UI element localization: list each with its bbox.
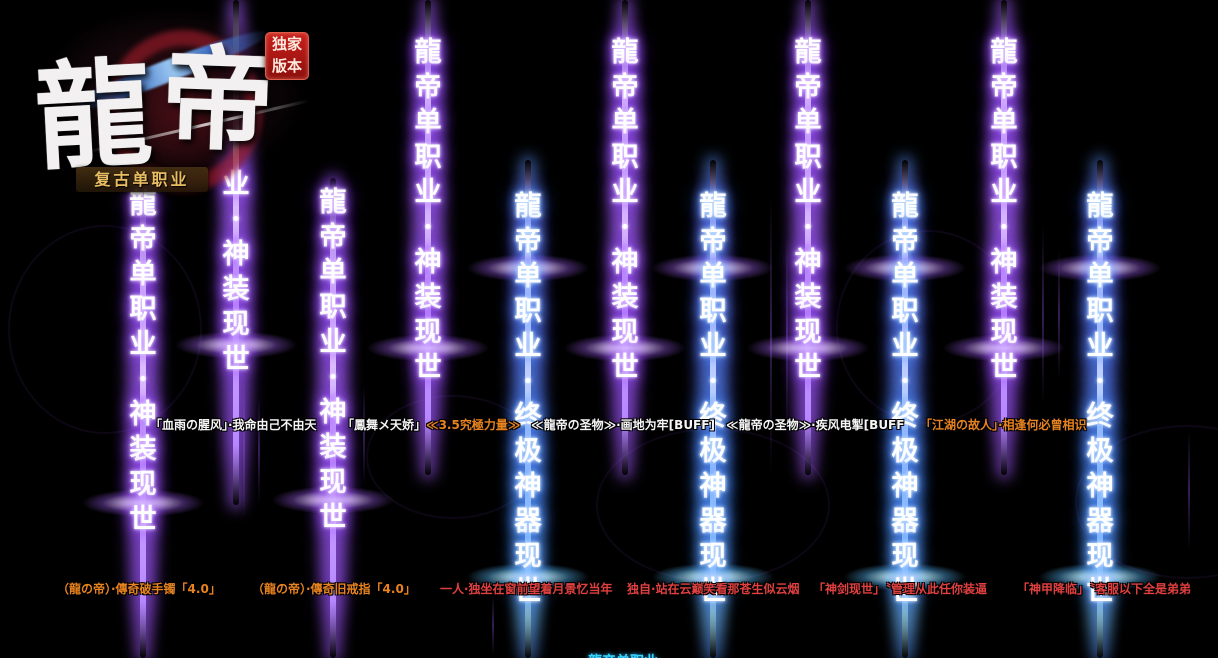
floating-chat-text: 「神甲降临」〝客服以下全是弟弟 bbox=[1017, 582, 1192, 596]
game-logo: 龍 帝 独家 版本 复古单职业 bbox=[6, 0, 336, 208]
logo-subtitle: 复古单职业 bbox=[76, 167, 208, 192]
beam-core bbox=[330, 178, 336, 658]
beam-vertical-text: 龍帝单职业 · 终极神器现世 bbox=[514, 191, 542, 607]
beam-vertical-text: 龍帝单职业 · 终极神器现世 bbox=[891, 191, 919, 607]
badge-line-1: 独家 bbox=[271, 35, 302, 53]
beam-core bbox=[525, 160, 531, 658]
beam-core bbox=[902, 160, 908, 658]
floating-chat-text: （龍の帝）·傳奇破手镯「4.0」 bbox=[57, 582, 221, 596]
beam-vertical-text: 龍帝单职业 · 终极神器现世 bbox=[699, 191, 727, 607]
beam-vertical-text: 龍帝单职业·神装现世 bbox=[611, 37, 639, 383]
floating-chat-text: 「鳳舞メ天娇」 bbox=[342, 418, 427, 432]
light-streak bbox=[1188, 430, 1190, 550]
floating-chat-text: 「血雨の腥风」·我命由己不由天 bbox=[150, 418, 317, 432]
floating-chat-text: 「江湖の故人」·相逢何必曾相识 bbox=[920, 418, 1087, 432]
beam-core bbox=[805, 0, 811, 475]
light-streak bbox=[258, 395, 260, 505]
floating-chat-text: ≪3.5究極力量≫ bbox=[426, 418, 521, 432]
beam-core bbox=[710, 160, 716, 658]
light-beam: 龍帝单职业 · 终极神器现世 bbox=[1015, 0, 1185, 658]
light-streak bbox=[492, 595, 494, 655]
floating-chat-text: 一人·独坐在窗前望着月景忆当年 bbox=[440, 582, 613, 596]
floating-chat-text: 独自·站在云巅笑看那苍生似云烟 bbox=[627, 582, 800, 596]
beam-core bbox=[425, 0, 431, 475]
beam-vertical-text: 龍帝单职业 · 终极神器现世 bbox=[1086, 191, 1114, 607]
beam-core bbox=[622, 0, 628, 475]
light-streak bbox=[1042, 225, 1044, 405]
floating-chat-text: 「神剑现世」〝管理从此任你装逼 bbox=[813, 582, 988, 596]
floating-chat-text: ≪龍帝の圣物≫·画地为牢[BUFF] bbox=[531, 418, 715, 432]
floating-chat-text: ≪龍帝の圣物≫·疾风电掣[BUFF bbox=[726, 418, 905, 432]
beam-core bbox=[1097, 160, 1103, 658]
light-streak bbox=[1058, 250, 1060, 380]
badge-line-2: 版本 bbox=[271, 57, 302, 75]
beam-vertical-text: 龍帝单职业·神装现世 bbox=[990, 37, 1018, 383]
beam-core bbox=[140, 185, 146, 658]
floating-chat-text: （龍の帝）·傳奇旧戒指「4.0」 bbox=[252, 582, 416, 596]
beam-vertical-text: 龍帝单职业·神装现世 bbox=[794, 37, 822, 383]
beam-core bbox=[1001, 0, 1007, 475]
beam-vertical-text: 龍帝单职业·神装现世 bbox=[414, 37, 442, 383]
exclusive-edition-badge: 独家 版本 bbox=[265, 32, 309, 80]
light-streak bbox=[363, 385, 365, 485]
beam-core bbox=[233, 0, 239, 505]
logo-title-char-di: 帝 bbox=[159, 33, 276, 168]
